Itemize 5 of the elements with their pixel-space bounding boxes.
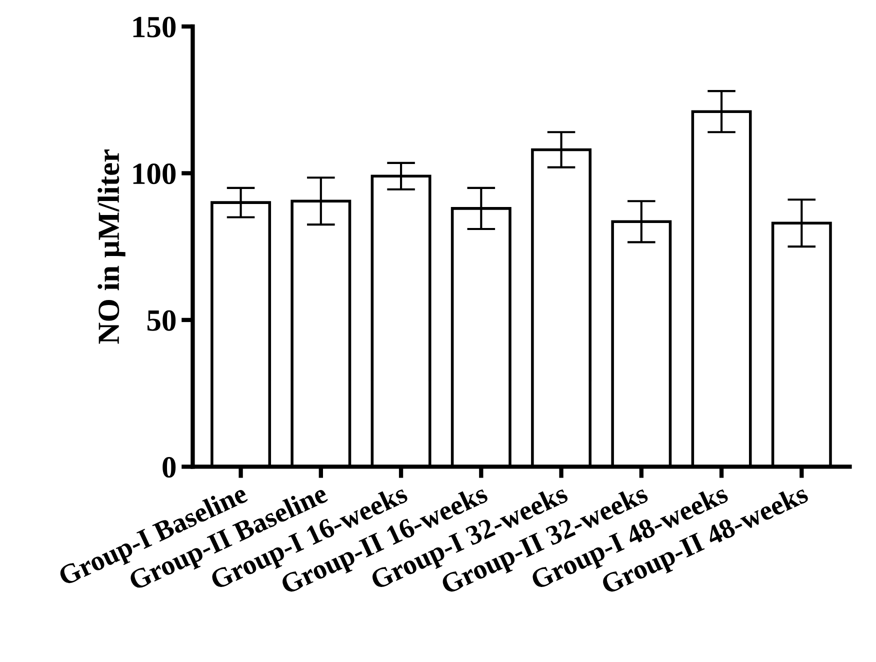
- y-tick-label: 0: [162, 456, 176, 478]
- y-axis-title: NO in μM/liter: [98, 149, 126, 344]
- y-tick-label: 50: [147, 310, 176, 331]
- y-tick-label: 150: [133, 16, 176, 38]
- y-tick-label: 100: [133, 164, 176, 184]
